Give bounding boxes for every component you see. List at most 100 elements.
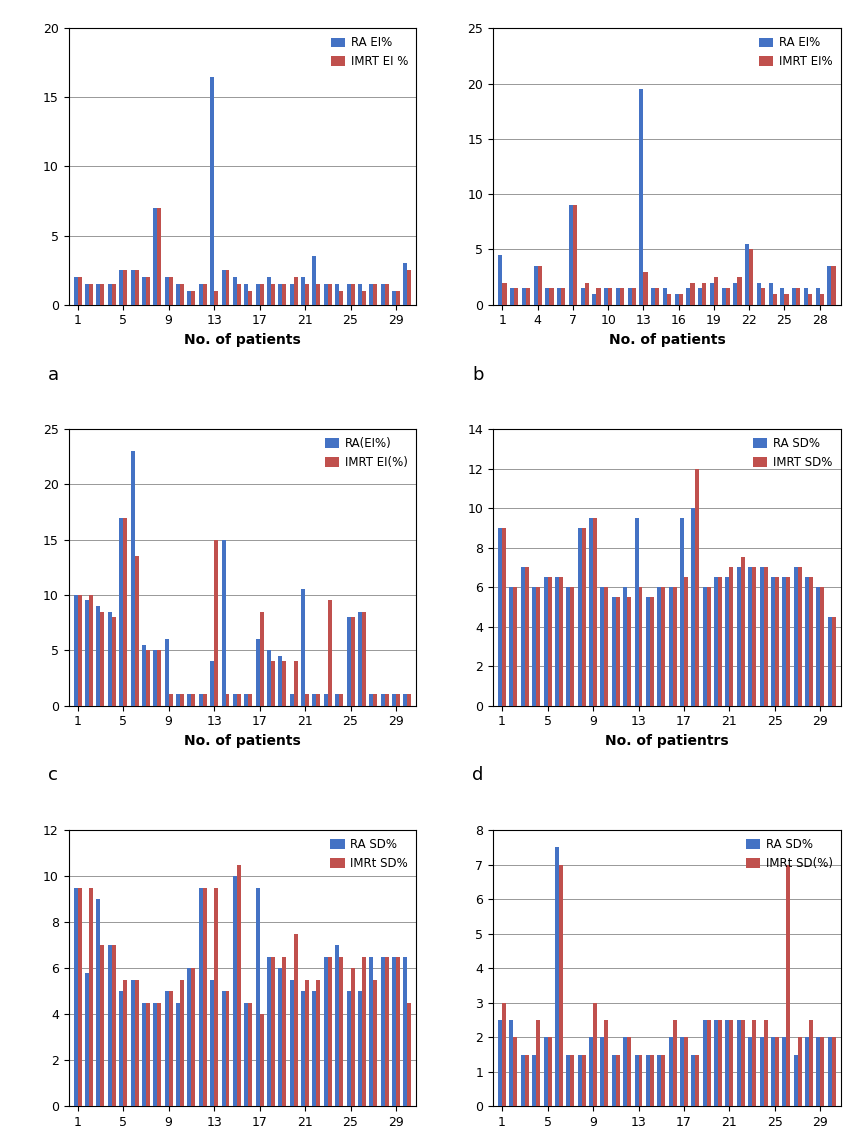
Bar <box>96 285 100 305</box>
Legend: RA(EI%), IMRT EI(%): RA(EI%), IMRT EI(%) <box>323 435 411 472</box>
Bar <box>74 277 78 305</box>
Bar <box>589 518 593 706</box>
Bar <box>691 282 694 305</box>
Bar <box>282 956 287 1106</box>
Bar <box>761 288 765 305</box>
Bar <box>256 887 260 1106</box>
Bar <box>764 1019 768 1106</box>
Bar <box>775 1038 779 1106</box>
Bar <box>522 288 526 305</box>
Bar <box>305 694 309 706</box>
Bar <box>396 291 400 305</box>
Bar <box>351 969 354 1106</box>
Bar <box>100 612 105 706</box>
Bar <box>773 294 776 305</box>
Bar <box>612 1054 616 1106</box>
Bar <box>108 612 112 706</box>
Text: d: d <box>472 767 484 785</box>
Bar <box>282 662 287 706</box>
Bar <box>623 1038 627 1106</box>
Bar <box>532 1054 536 1106</box>
Bar <box>154 650 157 706</box>
Bar <box>278 969 282 1106</box>
Bar <box>312 256 317 305</box>
Bar <box>703 1019 707 1106</box>
Bar <box>199 887 202 1106</box>
Bar <box>757 282 761 305</box>
Bar <box>734 282 737 305</box>
Bar <box>816 288 819 305</box>
Bar <box>536 1019 541 1106</box>
Bar <box>759 1038 764 1106</box>
Bar <box>146 650 150 706</box>
Bar <box>74 595 78 706</box>
Bar <box>737 567 740 706</box>
Bar <box>351 285 354 305</box>
Bar <box>392 956 396 1106</box>
Bar <box>384 956 389 1106</box>
Text: c: c <box>48 767 57 785</box>
Bar <box>267 277 271 305</box>
Bar <box>226 694 229 706</box>
Bar <box>526 288 530 305</box>
Bar <box>639 89 644 305</box>
Bar <box>546 288 549 305</box>
Bar <box>169 277 172 305</box>
Bar <box>112 945 116 1106</box>
Bar <box>820 1038 825 1106</box>
Bar <box>674 294 679 305</box>
Bar <box>794 567 798 706</box>
Bar <box>293 934 298 1106</box>
Legend: RA SD%, IMRt SD%: RA SD%, IMRt SD% <box>328 835 411 873</box>
Bar <box>608 288 613 305</box>
Bar <box>831 266 836 305</box>
Bar <box>248 291 252 305</box>
Bar <box>525 567 529 706</box>
Bar <box>532 587 536 706</box>
Bar <box>335 694 339 706</box>
Bar <box>786 577 790 706</box>
Bar <box>74 887 78 1106</box>
Bar <box>135 557 138 706</box>
Bar <box>165 639 169 706</box>
Bar <box>673 587 677 706</box>
Bar <box>108 285 112 305</box>
Bar <box>820 587 825 706</box>
Bar <box>199 285 202 305</box>
Bar <box>381 694 384 706</box>
Bar <box>831 1038 836 1106</box>
X-axis label: No. of patients: No. of patients <box>184 333 301 347</box>
Bar <box>293 277 298 305</box>
Bar <box>737 1019 740 1106</box>
Bar <box>667 294 671 305</box>
Bar <box>154 208 157 305</box>
Bar <box>604 1019 608 1106</box>
Bar <box>237 694 241 706</box>
Bar <box>668 587 673 706</box>
Bar <box>612 597 616 706</box>
Bar <box>176 1003 180 1106</box>
Bar <box>369 285 373 305</box>
Bar <box>124 270 127 305</box>
Bar <box>657 587 662 706</box>
Bar <box>312 694 317 706</box>
Bar <box>339 291 343 305</box>
Bar <box>593 518 597 706</box>
Bar <box>775 577 779 706</box>
Bar <box>180 694 184 706</box>
Bar <box>290 980 293 1106</box>
Bar <box>680 1038 684 1106</box>
Bar <box>631 288 636 305</box>
Bar <box>589 1038 593 1106</box>
Bar <box>808 294 812 305</box>
Bar <box>503 282 506 305</box>
X-axis label: No. of patientrs: No. of patientrs <box>605 734 728 747</box>
Bar <box>748 567 752 706</box>
Bar <box>278 656 282 706</box>
Bar <box>740 558 745 706</box>
Bar <box>502 1003 506 1106</box>
Bar <box>663 288 667 305</box>
Bar <box>752 567 756 706</box>
Bar <box>85 601 89 706</box>
Bar <box>573 205 577 305</box>
